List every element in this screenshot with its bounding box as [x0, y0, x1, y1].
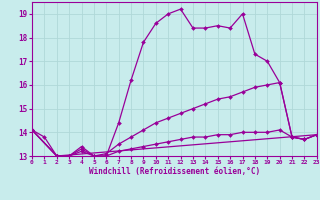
X-axis label: Windchill (Refroidissement éolien,°C): Windchill (Refroidissement éolien,°C)	[89, 167, 260, 176]
